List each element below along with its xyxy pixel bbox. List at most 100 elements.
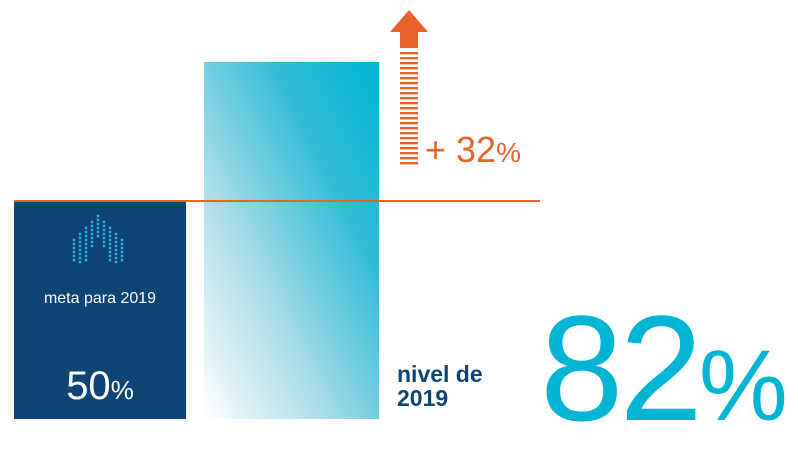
icon-dot bbox=[96, 214, 100, 217]
arrow-stripe bbox=[400, 142, 418, 145]
arrow-stripe bbox=[400, 147, 418, 150]
icon-dot bbox=[108, 258, 112, 261]
arrow-up-dots-icon bbox=[72, 214, 124, 263]
icon-dot bbox=[96, 234, 100, 237]
icon-dot bbox=[120, 250, 124, 253]
icon-dot bbox=[96, 230, 100, 233]
icon-dot bbox=[108, 242, 112, 245]
target-bar: meta para 2019 bbox=[14, 201, 186, 419]
icon-dot bbox=[84, 250, 88, 253]
target-value: 50% bbox=[14, 366, 186, 406]
arrow-stripe bbox=[400, 112, 418, 115]
icon-dot bbox=[108, 250, 112, 253]
icon-dot bbox=[84, 242, 88, 245]
level-value-unit: % bbox=[698, 330, 788, 442]
icon-dot bbox=[102, 236, 106, 239]
icon-dot bbox=[72, 254, 76, 257]
icon-dot bbox=[120, 238, 124, 241]
target-value-unit: % bbox=[110, 375, 134, 405]
icon-dot bbox=[78, 240, 82, 243]
icon-dot bbox=[102, 232, 106, 235]
arrow-stripe bbox=[400, 57, 418, 60]
arrow-stripe bbox=[400, 107, 418, 110]
icon-dot bbox=[120, 254, 124, 257]
level-label: nivel de 2019 bbox=[397, 361, 483, 411]
arrow-stripe bbox=[400, 62, 418, 65]
icon-dot bbox=[120, 246, 124, 249]
arrow-stripe bbox=[400, 67, 418, 70]
arrow-stripe bbox=[400, 132, 418, 135]
icon-dot bbox=[90, 224, 94, 227]
arrow-stripe bbox=[400, 152, 418, 155]
icon-dot bbox=[102, 244, 106, 247]
target-label: meta para 2019 bbox=[43, 289, 157, 307]
increase-unit: % bbox=[496, 137, 521, 168]
icon-dot bbox=[78, 256, 82, 259]
target-line bbox=[14, 199, 540, 202]
icon-dot bbox=[78, 236, 82, 239]
icon-dot bbox=[84, 238, 88, 241]
icon-dot bbox=[90, 236, 94, 239]
arrow-stripe bbox=[400, 122, 418, 125]
icon-dot bbox=[72, 246, 76, 249]
icon-dot bbox=[102, 228, 106, 231]
icon-dot bbox=[102, 220, 106, 223]
icon-dot bbox=[90, 244, 94, 247]
arrow-stripe bbox=[400, 92, 418, 95]
icon-dot bbox=[84, 254, 88, 257]
icon-dot bbox=[78, 232, 82, 235]
icon-dot bbox=[96, 222, 100, 225]
arrow-stripe bbox=[400, 157, 418, 160]
level-bar bbox=[204, 62, 379, 419]
icon-dot bbox=[72, 250, 76, 253]
icon-dot bbox=[120, 258, 124, 261]
icon-dot bbox=[78, 248, 82, 251]
icon-dot bbox=[114, 236, 118, 239]
arrow-stripe bbox=[400, 97, 418, 100]
icon-dot bbox=[102, 224, 106, 227]
arrow-stripe bbox=[400, 77, 418, 80]
increase-label: + 32% bbox=[425, 132, 521, 168]
increase-value: + 32 bbox=[425, 129, 497, 170]
icon-dot bbox=[78, 252, 82, 255]
icon-dot bbox=[108, 230, 112, 233]
arrow-stripe bbox=[400, 127, 418, 130]
icon-dot bbox=[114, 252, 118, 255]
icon-dot bbox=[102, 240, 106, 243]
icon-dot bbox=[84, 226, 88, 229]
icon-dot bbox=[72, 238, 76, 241]
icon-dot bbox=[90, 232, 94, 235]
icon-dot bbox=[114, 244, 118, 247]
icon-dot bbox=[96, 226, 100, 229]
icon-dot bbox=[84, 230, 88, 233]
icon-dot bbox=[114, 256, 118, 259]
icon-dot bbox=[114, 248, 118, 251]
arrow-stripe bbox=[400, 87, 418, 90]
level-value: 82% bbox=[540, 293, 788, 443]
icon-dot bbox=[84, 258, 88, 261]
increase-arrow-icon bbox=[390, 10, 428, 165]
icon-dot bbox=[108, 246, 112, 249]
icon-dot bbox=[114, 232, 118, 235]
icon-dot bbox=[90, 240, 94, 243]
icon-dot bbox=[108, 238, 112, 241]
icon-dot bbox=[90, 228, 94, 231]
icon-dot bbox=[96, 218, 100, 221]
level-value-number: 82 bbox=[540, 284, 703, 452]
icon-dot bbox=[78, 260, 82, 263]
icon-dot bbox=[84, 234, 88, 237]
icon-dot bbox=[120, 242, 124, 245]
arrow-stripe bbox=[400, 102, 418, 105]
arrow-head bbox=[390, 10, 428, 48]
arrow-stripe bbox=[400, 72, 418, 75]
arrow-stripe bbox=[400, 52, 418, 55]
icon-dot bbox=[90, 220, 94, 223]
arrow-stripe bbox=[400, 82, 418, 85]
icon-dot bbox=[108, 226, 112, 229]
icon-dot bbox=[78, 244, 82, 247]
arrow-stripe bbox=[400, 137, 418, 140]
arrow-stripe bbox=[400, 162, 418, 165]
icon-dot bbox=[114, 260, 118, 263]
icon-dot bbox=[72, 242, 76, 245]
icon-dot bbox=[108, 254, 112, 257]
